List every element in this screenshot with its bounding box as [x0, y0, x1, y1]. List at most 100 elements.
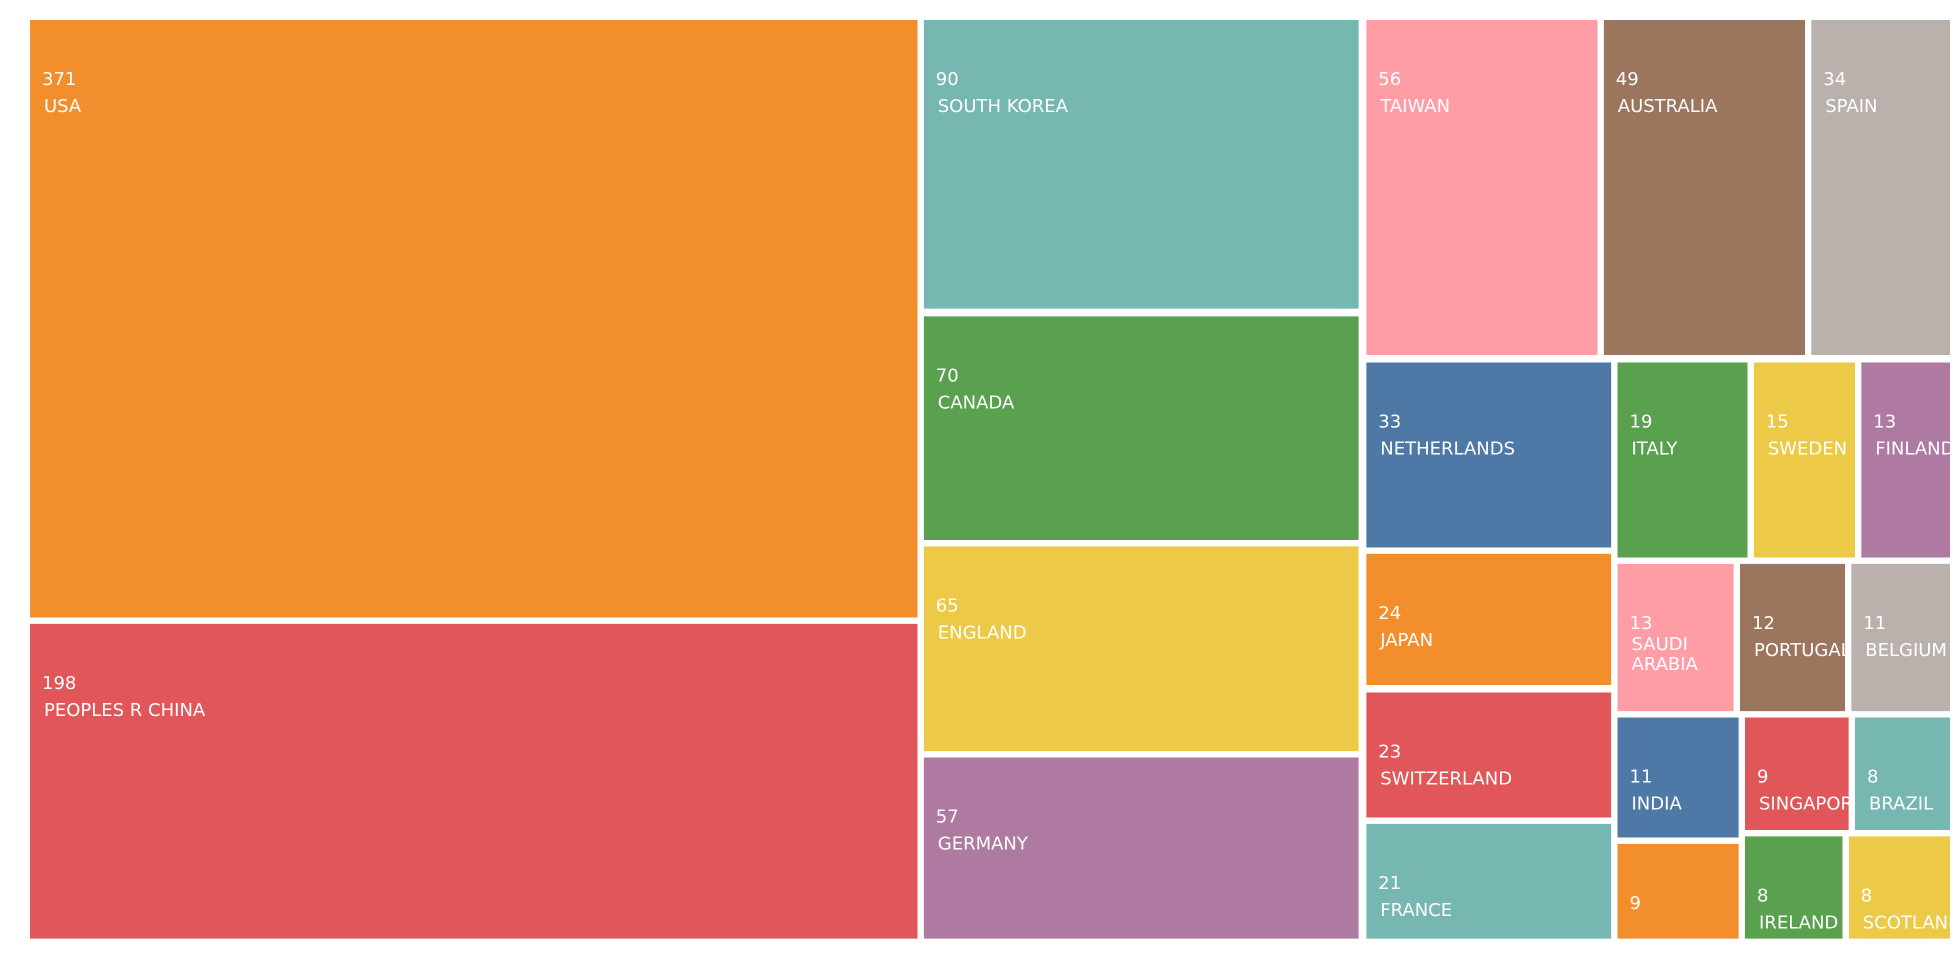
value-label: 8	[1757, 885, 1768, 906]
cell: 65 ENGLAND	[923, 546, 1359, 752]
cell-rect	[1617, 563, 1734, 712]
cell: 11 INDIA	[1617, 717, 1739, 838]
cell: 33 NETHERLANDS	[1366, 362, 1612, 548]
category-label: ENGLAND	[938, 622, 1027, 643]
category-label: PEOPLES R CHINA	[44, 700, 206, 721]
value-label: 11	[1630, 767, 1653, 788]
cell-rect	[1740, 563, 1845, 712]
cell-rect	[1851, 563, 1950, 712]
cell-rect	[1861, 362, 1950, 558]
value-label: 90	[936, 69, 959, 90]
value-label: 371	[42, 69, 76, 90]
category-label: BRAZIL	[1869, 794, 1933, 815]
category-label: SWITZERLAND	[1380, 769, 1512, 790]
cell-rect	[1617, 843, 1739, 939]
value-label: 15	[1766, 412, 1789, 433]
cell-rect	[1366, 553, 1612, 685]
cell: 56 TAIWAN	[1366, 20, 1598, 355]
category-label: SPAIN	[1825, 96, 1877, 117]
cell-rect	[923, 20, 1359, 309]
value-label: 198	[42, 673, 76, 694]
category-label: IRELAND	[1759, 912, 1838, 933]
cell: 21 FRANCE	[1366, 823, 1612, 939]
cell: 8 IRELAND	[1745, 836, 1843, 939]
value-label: 21	[1378, 873, 1401, 894]
cell: 371 USA	[30, 20, 918, 618]
value-label: 13	[1873, 412, 1896, 433]
cell: 19 ITALY	[1617, 362, 1748, 558]
cell: 57 GERMANY	[923, 757, 1359, 939]
value-label: 19	[1630, 412, 1653, 433]
category-label: SWEDEN	[1768, 439, 1847, 460]
cell-rect	[923, 757, 1359, 939]
category-label: BELGIUM	[1865, 640, 1947, 661]
cell-rect	[1745, 836, 1843, 939]
cell-rect	[1617, 362, 1748, 558]
cell: 8 BRAZIL	[1855, 717, 1950, 830]
cell: 23 SWITZERLAND	[1366, 692, 1612, 818]
cell: 9 SINGAPORE	[1745, 717, 1864, 830]
value-label: 56	[1378, 69, 1401, 90]
value-label: 8	[1867, 767, 1878, 788]
value-label: 65	[936, 595, 959, 616]
cell: 34 SPAIN	[1811, 20, 1950, 355]
category-label: AUSTRALIA	[1618, 96, 1718, 117]
cell: 49 AUSTRALIA	[1603, 20, 1805, 355]
value-label: 24	[1378, 603, 1401, 624]
value-label: 23	[1378, 742, 1401, 763]
cell-rect	[1603, 20, 1805, 355]
category-label: GERMANY	[938, 834, 1029, 855]
cell-rect	[923, 316, 1359, 540]
cell-rect	[1366, 362, 1612, 548]
cell: 15 SWEDEN	[1753, 362, 1855, 558]
value-label: 34	[1823, 69, 1846, 90]
cell-rect	[30, 20, 918, 618]
cell-rect	[1745, 717, 1849, 830]
cell: 90 SOUTH KOREA	[923, 20, 1359, 309]
category-label: PORTUGAL	[1754, 640, 1851, 661]
value-label: 8	[1861, 885, 1872, 906]
category-label: USA	[44, 96, 82, 117]
cell-rect	[1855, 717, 1950, 830]
category-label: INDIA	[1632, 794, 1683, 815]
value-label: 12	[1752, 613, 1775, 634]
cell-rect	[923, 546, 1359, 752]
category-label: NETHERLANDS	[1380, 439, 1515, 460]
cell-rect	[1366, 823, 1612, 939]
cell-rect	[1366, 20, 1598, 355]
value-label: 9	[1757, 767, 1768, 788]
cell-rect	[1617, 717, 1739, 838]
cell: 9	[1617, 843, 1739, 939]
cell-rect	[1811, 20, 1950, 355]
cell: 8 SCOTLAND	[1848, 836, 1960, 939]
cell-rect	[1848, 836, 1950, 939]
cell: 198 PEOPLES R CHINA	[30, 623, 918, 939]
value-label: 70	[936, 365, 959, 386]
category-label: CANADA	[938, 392, 1015, 413]
category-label: SCOTLAND	[1863, 912, 1960, 933]
value-label: 33	[1378, 412, 1401, 433]
category-label: FINLAND	[1875, 439, 1954, 460]
category-label: ITALY	[1632, 439, 1679, 460]
cell: 11 BELGIUM	[1851, 563, 1950, 712]
cell: 12 PORTUGAL	[1740, 563, 1851, 712]
value-label: 11	[1863, 613, 1886, 634]
cell-rect	[30, 623, 918, 939]
value-label: 9	[1630, 893, 1641, 914]
value-label: 57	[936, 807, 959, 828]
category-label: TAIWAN	[1379, 96, 1450, 117]
cell: 13 FINLAND	[1861, 362, 1954, 558]
value-label: 13	[1630, 613, 1653, 634]
cell: 70 CANADA	[923, 316, 1359, 540]
cell: 24 JAPAN	[1366, 553, 1612, 685]
value-label: 49	[1616, 69, 1639, 90]
category-label: SINGAPORE	[1759, 794, 1864, 815]
category-label: JAPAN	[1379, 630, 1433, 651]
category-label: FRANCE	[1380, 900, 1452, 921]
category-label: SAUDI ARABIA	[1632, 634, 1699, 675]
category-label: SOUTH KOREA	[938, 96, 1069, 117]
cell-rect	[1753, 362, 1855, 558]
cell-rect	[1366, 692, 1612, 818]
